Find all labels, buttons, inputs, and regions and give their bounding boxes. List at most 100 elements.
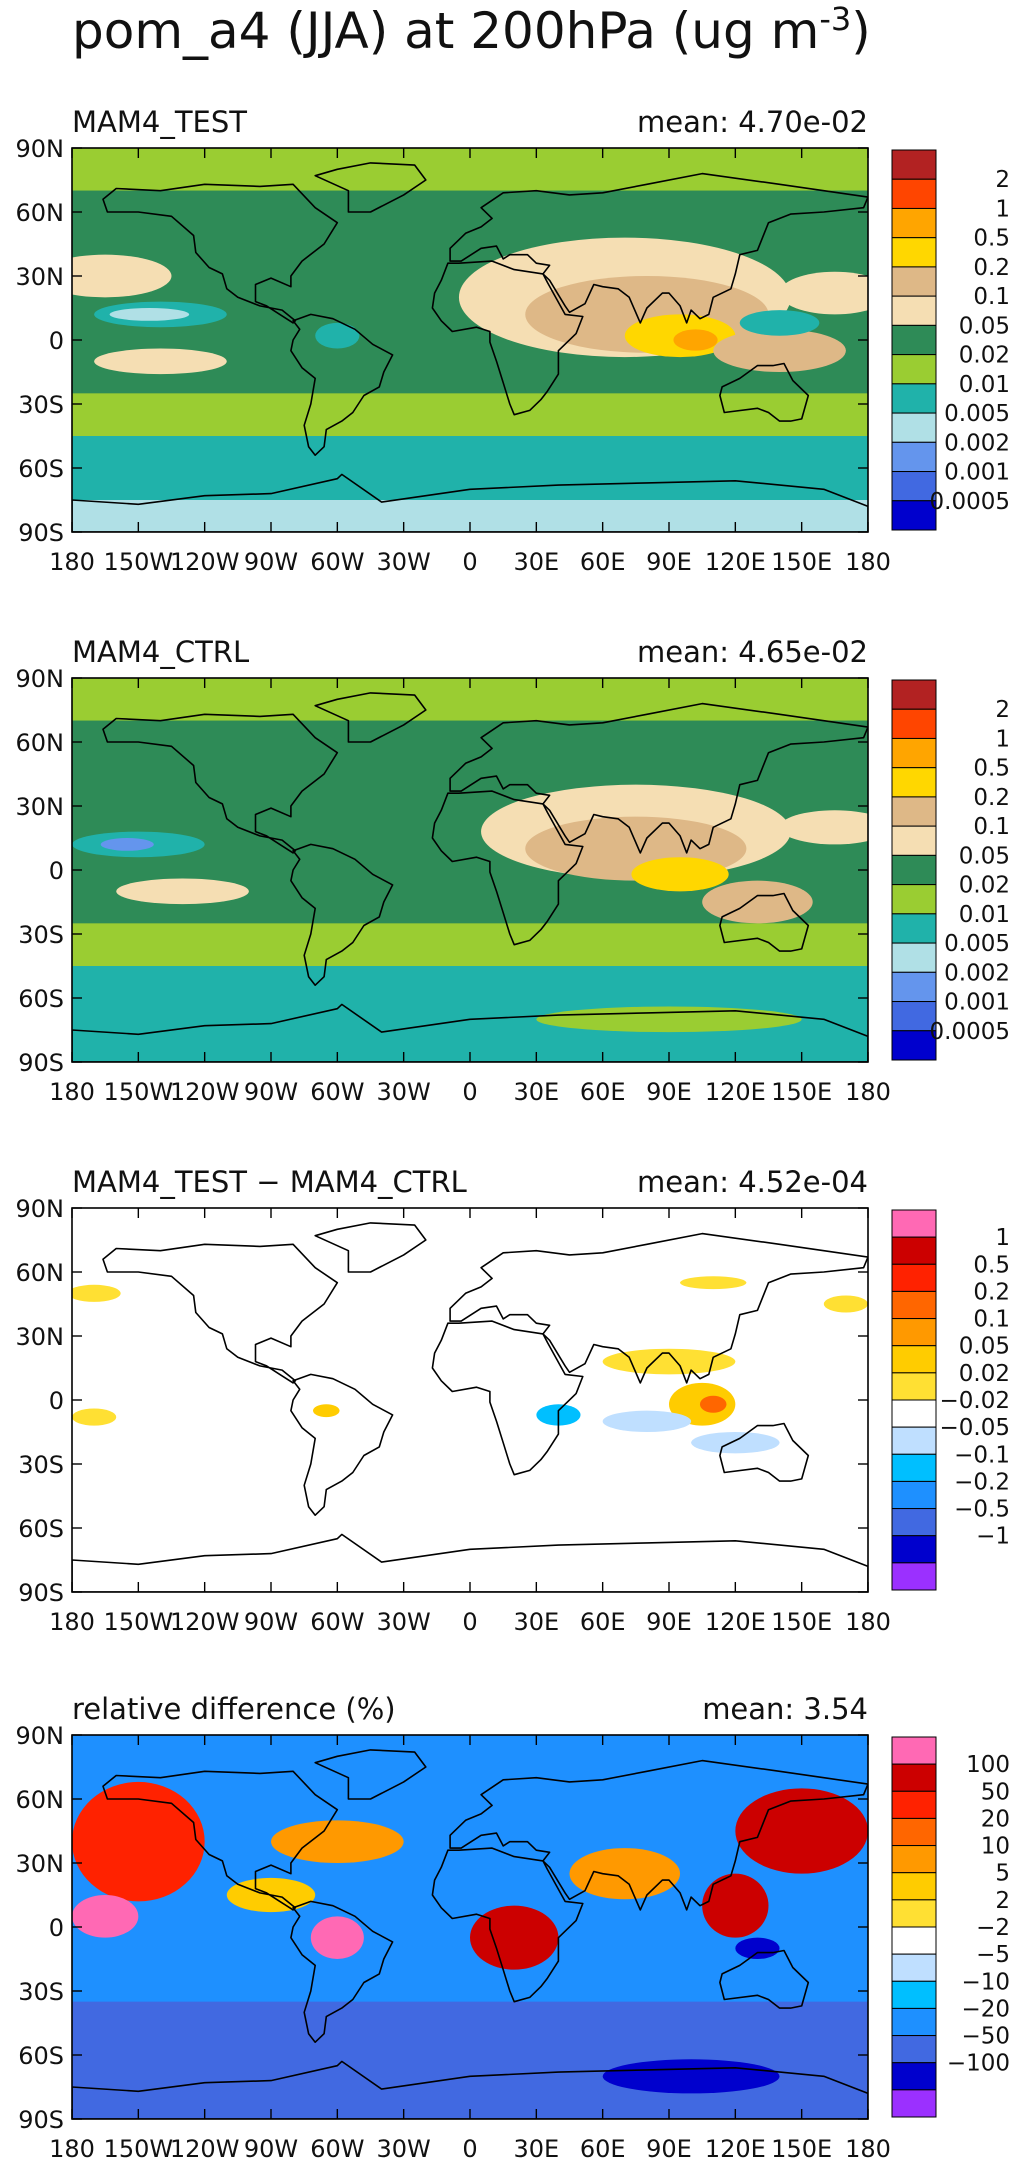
x-tick-label: 60E <box>580 1078 626 1106</box>
colorbar-label: 0.5 <box>973 1252 1010 1278</box>
x-tick-label: 180 <box>49 2135 95 2163</box>
field-blob <box>116 878 249 905</box>
field-blob <box>602 1348 736 1375</box>
y-tick-label: 90N <box>16 665 65 693</box>
colorbar-swatch <box>891 1953 937 1982</box>
x-tick-label: 120W <box>170 2135 240 2163</box>
field-blob <box>673 329 718 351</box>
colorbar-label: 2 <box>995 697 1010 723</box>
colorbar-swatch <box>891 207 937 239</box>
field-blob <box>100 838 154 851</box>
field-blob <box>72 1781 205 1902</box>
colorbar-label: −0.05 <box>940 1415 1010 1441</box>
colorbar-swatch <box>891 971 937 1003</box>
field-band <box>72 720 868 774</box>
colorbar-swatch <box>891 1290 937 1320</box>
x-tick-label: 180 <box>845 548 891 576</box>
colorbar-swatch <box>891 854 937 886</box>
coastline-1 <box>102 1770 339 1911</box>
coastline-7 <box>314 1749 427 1800</box>
colorbar-label: 0.01 <box>959 902 1010 928</box>
x-tick-label: 30E <box>513 1608 559 1636</box>
coastline-3 <box>431 1847 584 2003</box>
colorbar-label: 0.002 <box>944 430 1010 456</box>
coastline-2 <box>290 843 394 986</box>
x-tick-label: 180 <box>845 1608 891 1636</box>
colorbar-swatch <box>891 1508 937 1537</box>
field-layer <box>72 678 868 1062</box>
x-tick-label: 30E <box>513 548 559 576</box>
x-tick-label: 180 <box>49 548 95 576</box>
colorbar-label: 0.2 <box>973 785 1010 811</box>
x-tick-label: 0 <box>462 1078 477 1106</box>
colorbar-label: −0.2 <box>954 1469 1010 1495</box>
x-tick-label: 0 <box>462 1608 477 1636</box>
colorbar-label: 0.2 <box>973 255 1010 281</box>
colorbar-swatch <box>891 913 937 944</box>
y-tick-label: 90N <box>16 1195 65 1223</box>
x-tick-label: 60W <box>310 1608 364 1636</box>
colorbar-label: −0.02 <box>940 1388 1010 1414</box>
colorbar-label: 0.001 <box>944 460 1010 486</box>
x-tick-label: 150E <box>771 1078 832 1106</box>
y-tick-label: 90S <box>18 1049 64 1077</box>
y-tick-label: 90S <box>18 1579 64 1607</box>
field-blob <box>72 1408 117 1426</box>
y-tick-label: 60N <box>16 729 65 757</box>
colorbar-label: 5 <box>995 1861 1010 1887</box>
x-tick-label: 180 <box>49 1078 95 1106</box>
colorbar-label: 0.2 <box>973 1279 1010 1305</box>
colorbar-swatch <box>891 2062 937 2091</box>
coastline-3 <box>431 260 584 416</box>
colorbar-label: 0.005 <box>944 401 1010 427</box>
colorbar-swatch <box>891 383 937 414</box>
coastline-2 <box>290 313 394 456</box>
coastline-6 <box>72 1003 868 1062</box>
colorbar-label: 2 <box>995 1888 1010 1914</box>
colorbar-swatch <box>891 354 937 385</box>
colorbar-swatch <box>891 1372 937 1401</box>
colorbar-swatch <box>891 1453 937 1482</box>
y-tick-label: 90S <box>18 2106 64 2134</box>
x-tick-label: 0 <box>462 2135 477 2163</box>
colorbar-swatch <box>891 679 937 710</box>
colorbar-label: −20 <box>961 1996 1010 2022</box>
field-band <box>72 2001 868 2119</box>
colorbar-label: 0.05 <box>959 313 1010 339</box>
x-tick-label: 90W <box>244 2135 298 2163</box>
colorbar-swatch <box>891 324 937 356</box>
field-blob <box>602 1410 692 1433</box>
x-tick-label: 30E <box>513 2135 559 2163</box>
colorbar-label: 20 <box>981 1806 1010 1832</box>
y-tick-label: 30N <box>16 1850 65 1878</box>
x-tick-label: 90W <box>244 1608 298 1636</box>
x-tick-label: 90E <box>646 1608 692 1636</box>
x-tick-label: 120W <box>170 548 240 576</box>
x-tick-label: 120W <box>170 1078 240 1106</box>
y-tick-label: 60S <box>18 1515 64 1543</box>
coastline-2 <box>290 1900 394 2043</box>
field-blob <box>315 322 360 349</box>
colorbar-swatch <box>891 1236 937 1265</box>
x-tick-label: 30E <box>513 1078 559 1106</box>
field-blob <box>779 810 868 845</box>
colorbar-swatch <box>891 2007 937 2037</box>
y-tick-label: 60N <box>16 199 65 227</box>
panel-title: MAM4_TEST − MAM4_CTRL <box>72 1165 467 1199</box>
colorbar-swatch <box>891 1480 937 1510</box>
y-tick-label: 30S <box>18 1978 64 2006</box>
colorbar-label: 0.1 <box>973 284 1010 310</box>
field-blob <box>310 1916 364 1959</box>
field-blob <box>702 880 813 924</box>
x-tick-label: 90W <box>244 548 298 576</box>
y-tick-label: 30S <box>18 1451 64 1479</box>
coastline-7 <box>314 162 427 213</box>
x-tick-label: 150E <box>771 2135 832 2163</box>
y-tick-label: 30S <box>18 921 64 949</box>
x-tick-label: 150W <box>104 1608 174 1636</box>
coastline-4 <box>449 1759 868 1911</box>
field-band <box>72 436 868 500</box>
colorbar-label: −2 <box>976 1915 1010 1941</box>
y-tick-label: 60N <box>16 1786 65 1814</box>
panel-mean: mean: 4.52e-04 <box>637 1165 868 1199</box>
